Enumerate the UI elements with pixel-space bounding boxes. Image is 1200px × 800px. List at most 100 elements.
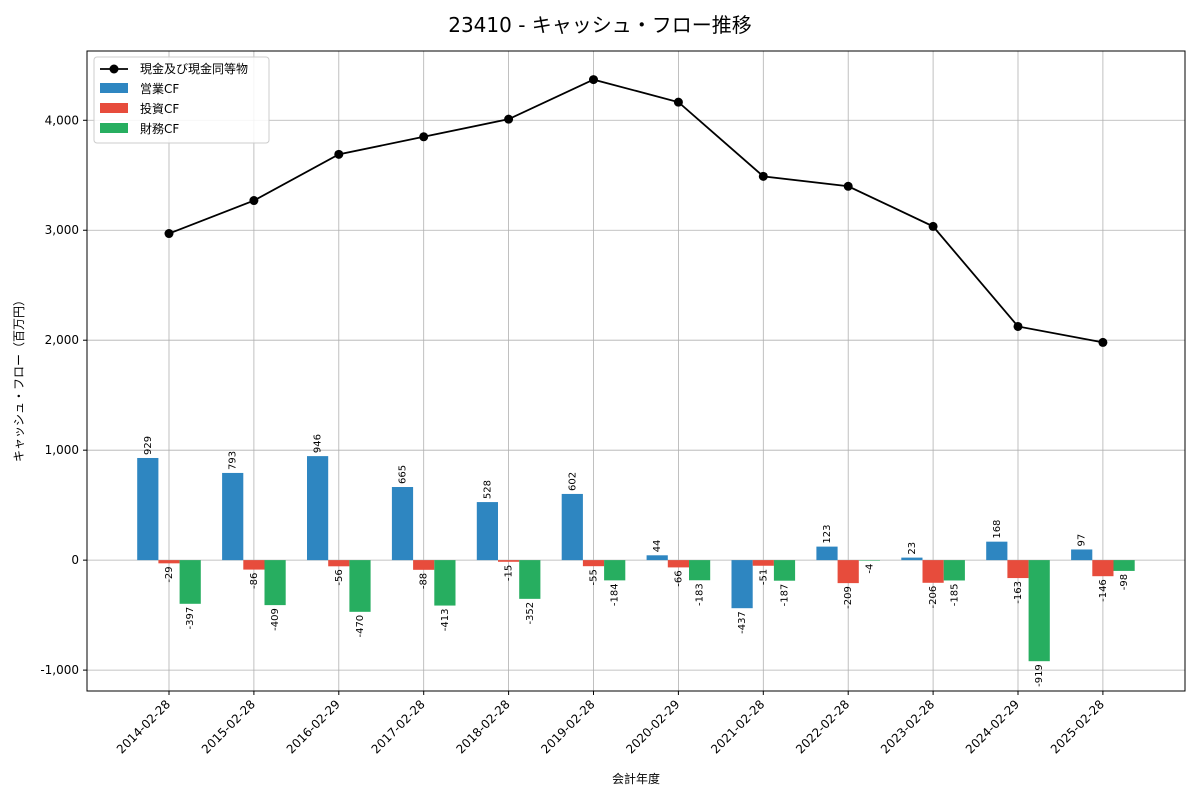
y-tick-label: 2,000 bbox=[45, 333, 79, 347]
bar-投資CF bbox=[667, 560, 689, 568]
data-label: -409 bbox=[270, 608, 281, 631]
plot-frame bbox=[86, 50, 1186, 692]
y-tick-label: 1,000 bbox=[45, 443, 79, 457]
bar-営業CF bbox=[222, 472, 244, 561]
data-label: -15 bbox=[504, 565, 515, 581]
cash-point bbox=[758, 171, 768, 181]
data-label: -185 bbox=[949, 583, 960, 606]
y-tick-label: 4,000 bbox=[45, 113, 79, 127]
bar-投資CF bbox=[582, 560, 605, 567]
legend-label-investing: 投資CF bbox=[140, 101, 179, 116]
x-tick-label: 2021-02-28 bbox=[708, 697, 767, 756]
legend-box bbox=[93, 56, 270, 144]
legend-swatch-financing bbox=[100, 123, 128, 133]
data-label: -29 bbox=[164, 566, 175, 582]
x-tick-label: 2024-02-29 bbox=[963, 697, 1022, 756]
bar-財務CF bbox=[349, 560, 371, 612]
bar-財務CF bbox=[604, 560, 626, 581]
data-label: 168 bbox=[992, 520, 1003, 539]
cash-point bbox=[334, 149, 344, 159]
bar-営業CF bbox=[646, 555, 668, 561]
bar-財務CF bbox=[179, 560, 201, 604]
x-tick-label: 2019-02-28 bbox=[538, 697, 597, 756]
legend-label-operating: 営業CF bbox=[140, 82, 179, 96]
data-label: -55 bbox=[589, 569, 600, 585]
chart-title: 23410 - キャッシュ・フロー推移 bbox=[448, 13, 752, 37]
bar-営業CF bbox=[816, 546, 838, 561]
data-label: -98 bbox=[1119, 574, 1130, 590]
data-label: -4 bbox=[864, 564, 875, 574]
y-tick-label: -1,000 bbox=[40, 663, 79, 677]
data-label: -187 bbox=[780, 584, 791, 607]
bar-投資CF bbox=[243, 560, 265, 570]
bar-営業CF bbox=[1071, 549, 1093, 561]
data-label: -397 bbox=[185, 607, 196, 630]
data-label: -146 bbox=[1098, 579, 1109, 602]
bar-投資CF bbox=[1092, 560, 1114, 577]
legend-label-cash: 現金及び現金同等物 bbox=[140, 61, 248, 76]
cash-line-series bbox=[164, 75, 1108, 347]
bar-財務CF bbox=[519, 560, 541, 599]
legend-line-marker bbox=[109, 64, 119, 74]
bar-営業CF bbox=[307, 456, 329, 561]
legend-swatch-operating bbox=[100, 83, 128, 93]
x-tick-label: 2025-02-28 bbox=[1048, 697, 1107, 756]
data-label: -183 bbox=[695, 583, 706, 606]
bar-営業CF bbox=[476, 502, 498, 561]
cash-point bbox=[843, 181, 853, 191]
bar-財務CF bbox=[858, 560, 880, 561]
bar-財務CF bbox=[434, 560, 456, 606]
bar-投資CF bbox=[328, 560, 350, 567]
x-tick-label: 2015-02-28 bbox=[199, 697, 258, 756]
x-axis-ticks: 2014-02-28 2015-02-28 2016-02-29 2017-02-28… bbox=[114, 691, 1107, 756]
data-label: -437 bbox=[737, 611, 748, 634]
legend-swatch-investing bbox=[100, 103, 128, 113]
data-label: -209 bbox=[843, 586, 854, 609]
y-axis-label: キャッシュ・フロー（百万円） bbox=[12, 294, 26, 462]
cash-point bbox=[1013, 321, 1023, 331]
data-label: -919 bbox=[1034, 664, 1045, 687]
data-label: -86 bbox=[249, 573, 260, 589]
cash-point bbox=[1098, 337, 1108, 347]
data-label: -470 bbox=[355, 615, 366, 638]
data-label: 793 bbox=[228, 451, 239, 470]
data-label: 665 bbox=[398, 465, 409, 484]
cash-point bbox=[673, 97, 683, 107]
bar-財務CF bbox=[1113, 560, 1135, 571]
x-tick-label: 2022-02-28 bbox=[793, 697, 852, 756]
data-label: -51 bbox=[758, 569, 769, 585]
bar-財務CF bbox=[1028, 560, 1050, 662]
data-label: -163 bbox=[1013, 581, 1024, 604]
x-tick-label: 2014-02-28 bbox=[114, 697, 173, 756]
data-label: -184 bbox=[610, 583, 621, 606]
cash-point bbox=[589, 75, 598, 85]
bar-営業CF bbox=[391, 487, 414, 561]
data-label: 97 bbox=[1077, 534, 1088, 547]
bar-財務CF bbox=[264, 560, 286, 606]
x-tick-label: 2017-02-28 bbox=[369, 697, 428, 756]
grid-lines bbox=[87, 51, 1185, 691]
bar-投資CF bbox=[413, 560, 435, 570]
bar-財務CF bbox=[943, 560, 965, 581]
bar-投資CF bbox=[752, 560, 774, 566]
bar-series bbox=[137, 456, 1135, 662]
x-tick-label: 2016-02-29 bbox=[284, 697, 343, 756]
y-tick-label: 3,000 bbox=[45, 223, 79, 237]
data-label: 123 bbox=[822, 525, 833, 544]
data-label: 528 bbox=[482, 480, 493, 499]
bar-営業CF bbox=[561, 493, 583, 561]
data-label: -413 bbox=[440, 609, 451, 632]
data-label: 946 bbox=[313, 434, 324, 453]
bar-投資CF bbox=[498, 560, 520, 562]
data-label: 929 bbox=[143, 436, 154, 455]
bar-投資CF bbox=[1007, 560, 1029, 579]
data-label: -206 bbox=[928, 586, 939, 609]
x-tick-label: 2018-02-28 bbox=[454, 697, 513, 756]
cash-point bbox=[928, 221, 938, 231]
bar-投資CF bbox=[922, 560, 944, 583]
x-tick-label: 2020-02-29 bbox=[623, 697, 682, 756]
bar-営業CF bbox=[137, 457, 159, 561]
cash-point bbox=[419, 132, 429, 142]
bar-財務CF bbox=[773, 560, 796, 581]
